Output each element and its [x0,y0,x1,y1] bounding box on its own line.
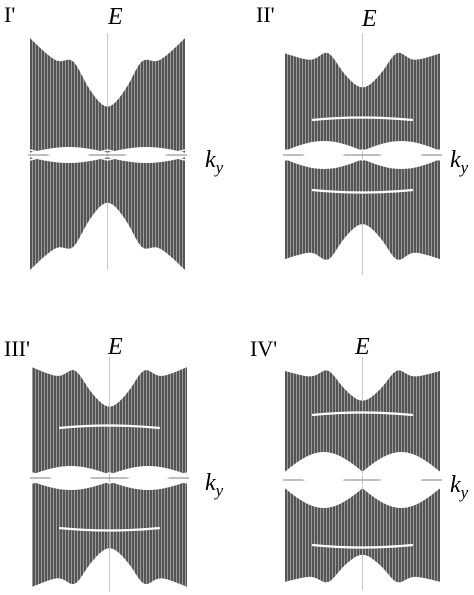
momentum-subscript: y [214,481,224,500]
panel: IV' Eky [250,334,469,590]
upper-band [30,38,185,153]
momentum-subscript: y [459,158,469,177]
energy-label: E [361,6,377,32]
panel: III' Eky [4,334,224,592]
momentum-base: k [450,147,461,173]
edge-state [29,149,108,161]
energy-label: E [107,4,123,30]
momentum-subscript: y [459,483,469,502]
momentum-label: ky [205,470,224,500]
energy-label: E [107,334,123,360]
momentum-label: ky [450,472,469,502]
energy-label: E [354,334,370,360]
edge-state [109,472,188,484]
momentum-base: k [205,147,216,173]
edge-state [107,149,186,161]
edge-state [362,474,441,486]
panel: I' Eky [4,2,224,270]
edge-state [31,472,110,484]
momentum-label: ky [450,147,469,177]
edge-state [362,149,441,161]
edge-state [284,149,363,161]
flat-band [312,188,413,194]
panel-label: III' [4,336,30,361]
edge-state [284,474,363,486]
panel: II' Eky [256,2,469,275]
panel-label: I' [4,2,15,27]
flat-band [312,411,413,417]
momentum-base: k [450,472,461,498]
flat-band [312,116,413,122]
flat-band [59,424,160,430]
momentum-subscript: y [214,158,224,177]
momentum-label: ky [205,147,224,177]
flat-band [312,543,413,549]
panel-label: IV' [250,336,277,361]
momentum-base: k [205,470,216,496]
flat-band [59,526,160,532]
lower-band [30,157,185,270]
panel-label: II' [256,2,275,27]
